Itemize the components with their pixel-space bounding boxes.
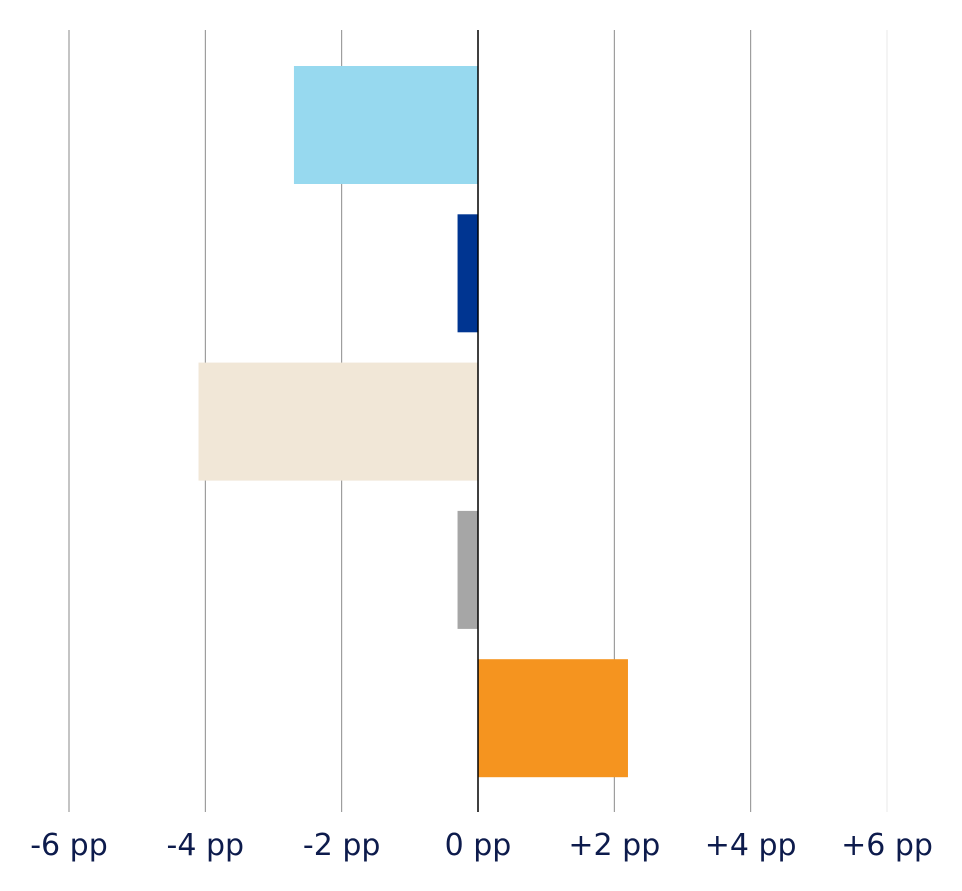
x-tick-label: +2 pp [568, 828, 660, 863]
x-tick-label: 0 pp [445, 828, 512, 863]
bars [198, 66, 628, 778]
bar-2 [457, 214, 478, 333]
x-tick-label: +6 pp [841, 828, 933, 863]
x-tick-label: -6 pp [30, 828, 108, 863]
bar-4 [457, 510, 478, 629]
bar-1 [293, 66, 478, 184]
x-tick-label: -4 pp [167, 828, 245, 863]
x-tick-labels: -6 pp -4 pp -2 pp 0 pp +2 pp +4 pp +6 pp [30, 828, 933, 863]
x-tick-label: -2 pp [303, 828, 381, 863]
bar-5 [478, 659, 628, 778]
x-tick-label: +4 pp [705, 828, 797, 863]
bar-3 [198, 362, 478, 481]
